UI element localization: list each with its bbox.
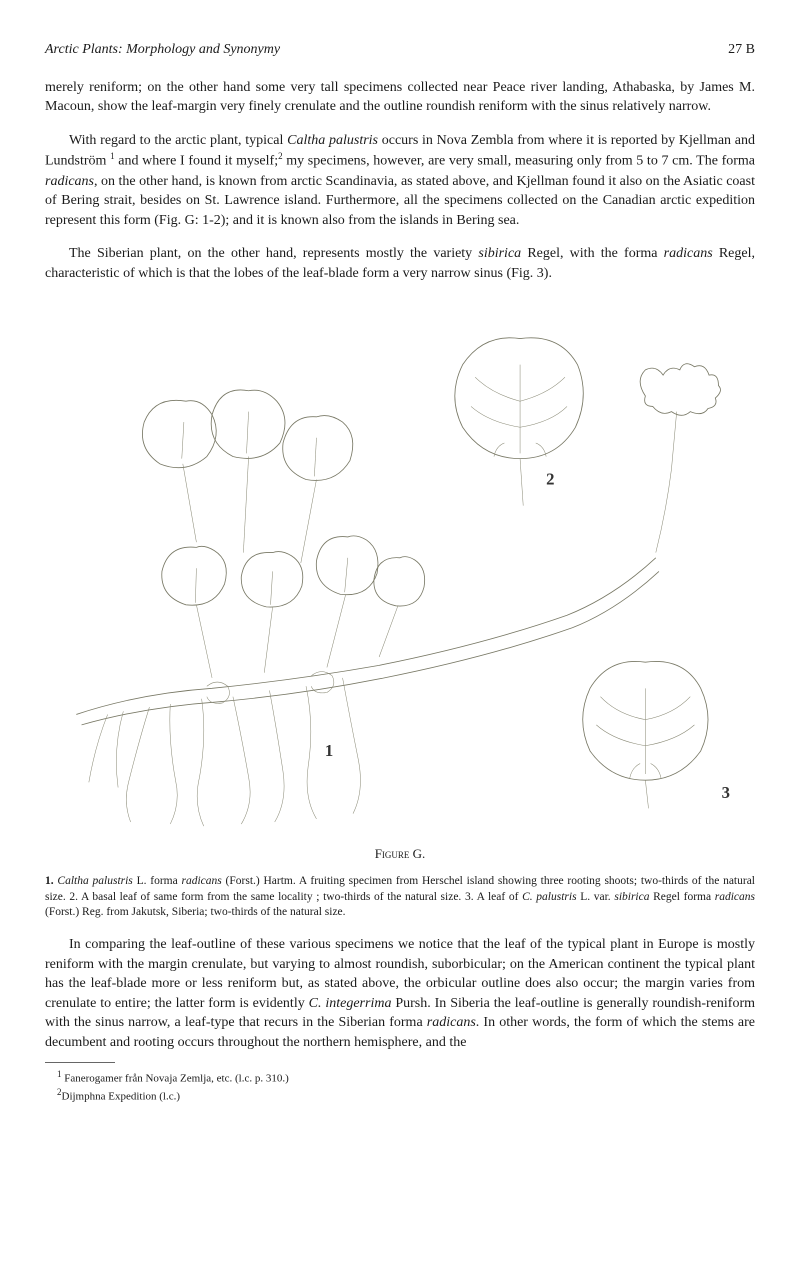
main-plant-icon bbox=[76, 390, 659, 826]
leaf-3-icon bbox=[583, 661, 708, 808]
paragraph-1: merely reniform; on the other hand some … bbox=[45, 78, 755, 117]
fruit-cluster-icon bbox=[640, 363, 720, 552]
species-name: Caltha palustris bbox=[57, 875, 132, 887]
figure-caption: Figure G. bbox=[45, 845, 755, 863]
paragraph-4: In comparing the leaf-outline of these v… bbox=[45, 935, 755, 1053]
figure-description: 1. Caltha palustris L. forma radicans (F… bbox=[45, 874, 755, 921]
botanical-illustration: 2 bbox=[45, 302, 755, 835]
species-name: radicans bbox=[45, 174, 94, 189]
species-name: C. integerrima bbox=[309, 996, 392, 1011]
figure-label-1: 1 bbox=[325, 741, 333, 760]
paragraph-3: The Siberian plant, on the other hand, r… bbox=[45, 244, 755, 283]
leaf-2-icon bbox=[455, 337, 583, 505]
figure-label-2: 2 bbox=[546, 469, 554, 488]
footnote-rule bbox=[45, 1062, 115, 1063]
footnote-1: 1 Fanerogamer från Novaja Zemlja, etc. (… bbox=[45, 1069, 755, 1086]
species-name: sibirica bbox=[614, 891, 649, 903]
species-name: radicans bbox=[427, 1015, 476, 1030]
species-name: sibirica bbox=[478, 246, 521, 261]
species-name: C. palustris bbox=[522, 891, 576, 903]
page-number: 27 B bbox=[728, 40, 755, 60]
figure-g: 2 bbox=[45, 302, 755, 863]
species-name: Caltha palustris bbox=[287, 133, 378, 148]
species-name: radicans bbox=[715, 891, 755, 903]
paragraph-2: With regard to the arctic plant, typical… bbox=[45, 131, 755, 231]
running-title: Arctic Plants: Morphology and Synonymy bbox=[45, 40, 280, 60]
footnote-2: 2Dijmphna Expedition (l.c.) bbox=[45, 1087, 755, 1104]
species-name: radicans bbox=[664, 246, 713, 261]
figure-label-3: 3 bbox=[722, 783, 730, 802]
species-name: radicans bbox=[182, 875, 222, 887]
page-header: Arctic Plants: Morphology and Synonymy 2… bbox=[45, 40, 755, 60]
footnotes: 1 Fanerogamer från Novaja Zemlja, etc. (… bbox=[45, 1069, 755, 1104]
